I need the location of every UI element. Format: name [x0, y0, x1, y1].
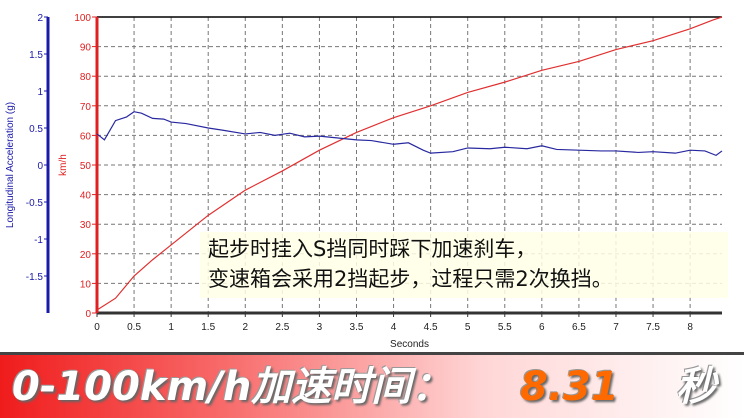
- accel-axis-label: Longitudinal Acceleration (g): [5, 102, 16, 228]
- x-tick-label: 6: [539, 322, 545, 333]
- annotation-line-2: 变速箱会采用2挡起步，过程只需2次换挡。: [208, 267, 613, 291]
- speed-tick-label: 70: [80, 102, 92, 113]
- speed-axis-label: km/h: [58, 154, 69, 176]
- speed-line: [96, 16, 723, 311]
- x-tick-label: 4: [391, 322, 397, 333]
- x-tick-label: 3.5: [350, 322, 364, 333]
- result-banner: 0-100km/h加速时间： 8.31 秒: [0, 352, 744, 418]
- speed-tick-label: 100: [74, 13, 91, 24]
- x-tick-label: 5: [465, 322, 471, 333]
- accel-tick-label: -1.5: [26, 272, 44, 283]
- x-tick-label: 4.5: [424, 322, 438, 333]
- x-tick-label: 3: [317, 322, 323, 333]
- banner-value: 8.31: [520, 364, 619, 410]
- x-tick-label: 2.5: [275, 322, 289, 333]
- acceleration-chart: 0102030405060708090100km/h-1.5-1-0.500.5…: [5, 13, 723, 350]
- banner-label: 0-100km/h加速时间：: [12, 364, 452, 410]
- x-tick-label: 6.5: [572, 322, 586, 333]
- speed-tick-label: 60: [80, 131, 92, 142]
- x-tick-label: 1.5: [201, 322, 215, 333]
- x-tick-label: 0.5: [127, 322, 141, 333]
- x-axis-label: Seconds: [390, 339, 429, 350]
- speed-tick-label: 30: [80, 220, 92, 231]
- banner-unit: 秒: [676, 364, 716, 410]
- speed-tick-label: 50: [80, 161, 92, 172]
- accel-tick-label: -0.5: [26, 198, 44, 209]
- x-tick-label: 7: [613, 322, 619, 333]
- accel-tick-label: 0.5: [29, 124, 43, 135]
- x-tick-label: 1: [168, 322, 174, 333]
- speed-tick-label: 90: [80, 43, 92, 54]
- speed-tick-label: 10: [80, 279, 92, 290]
- x-tick-label: 5.5: [498, 322, 512, 333]
- speed-tick-label: 0: [85, 309, 91, 320]
- accel-tick-label: 1.5: [29, 50, 43, 61]
- accel-tick-label: 2: [37, 13, 43, 24]
- acceleration-line: [96, 111, 723, 157]
- accel-tick-label: 1: [37, 87, 43, 98]
- annotation-box: 起步时挂入S挡同时踩下加速刹车， 变速箱会采用2挡起步，过程只需2次换挡。: [200, 232, 728, 298]
- x-tick-label: 7.5: [646, 322, 660, 333]
- speed-tick-label: 20: [80, 250, 92, 261]
- x-tick-label: 8: [687, 322, 693, 333]
- speed-tick-label: 40: [80, 191, 92, 202]
- annotation-line-1: 起步时挂入S挡同时踩下加速刹车，: [208, 237, 537, 261]
- x-tick-label: 0: [94, 322, 100, 333]
- accel-tick-label: -1: [34, 235, 43, 246]
- speed-tick-label: 80: [80, 72, 92, 83]
- x-tick-label: 2: [242, 322, 248, 333]
- accel-tick-label: 0: [37, 161, 43, 172]
